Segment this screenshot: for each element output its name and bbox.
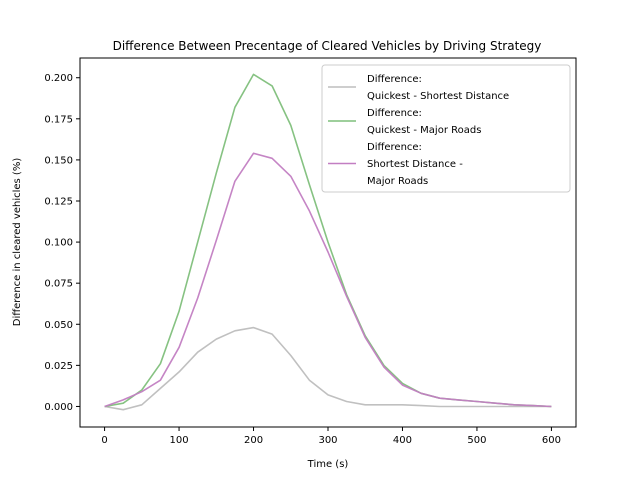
x-tick-label: 200 — [244, 435, 263, 446]
series-line-3 — [104, 152, 552, 408]
y-tick-label: 0.200 — [44, 73, 73, 84]
x-axis: 0 100 200 300 400 500 600 — [101, 427, 561, 446]
y-tick-label: 0.000 — [44, 402, 73, 413]
y-tick-label: 0.075 — [44, 279, 73, 290]
x-tick-label: 300 — [318, 435, 337, 446]
y-tick-label: 0.025 — [44, 361, 73, 372]
x-tick-label: 0 — [101, 435, 107, 446]
chart-title: Difference Between Precentage of Cleared… — [113, 39, 542, 53]
x-tick-label: 500 — [467, 435, 486, 446]
y-tick-label: 0.050 — [44, 320, 73, 331]
x-tick-label: 400 — [393, 435, 412, 446]
legend-label-3: Difference: Shortest Distance -Major Road… — [367, 142, 463, 187]
y-axis: 0.000 0.025 0.050 0.075 0.100 0.125 0.150 0.175… — [44, 73, 80, 413]
x-tick-label: 600 — [542, 435, 561, 446]
y-tick-label: 0.100 — [44, 238, 73, 249]
y-tick-label: 0.150 — [44, 155, 73, 166]
x-axis-label: Time (s) — [307, 459, 349, 470]
x-tick-label: 100 — [170, 435, 189, 446]
legend-label-2: Difference: Quickest - Major Roads — [367, 108, 481, 136]
legend-box — [321, 64, 571, 193]
legend-label-1: Difference: Quickest - Shortest Distance — [367, 74, 509, 102]
series-lines — [104, 73, 552, 411]
y-axis-label: Difference in cleared vehicles (%) — [12, 158, 23, 327]
y-tick-label: 0.125 — [44, 196, 73, 207]
legend: Difference: Quickest - Shortest Distance D… — [321, 64, 571, 193]
y-tick-label: 0.175 — [44, 114, 73, 125]
series-line-1 — [104, 326, 552, 411]
